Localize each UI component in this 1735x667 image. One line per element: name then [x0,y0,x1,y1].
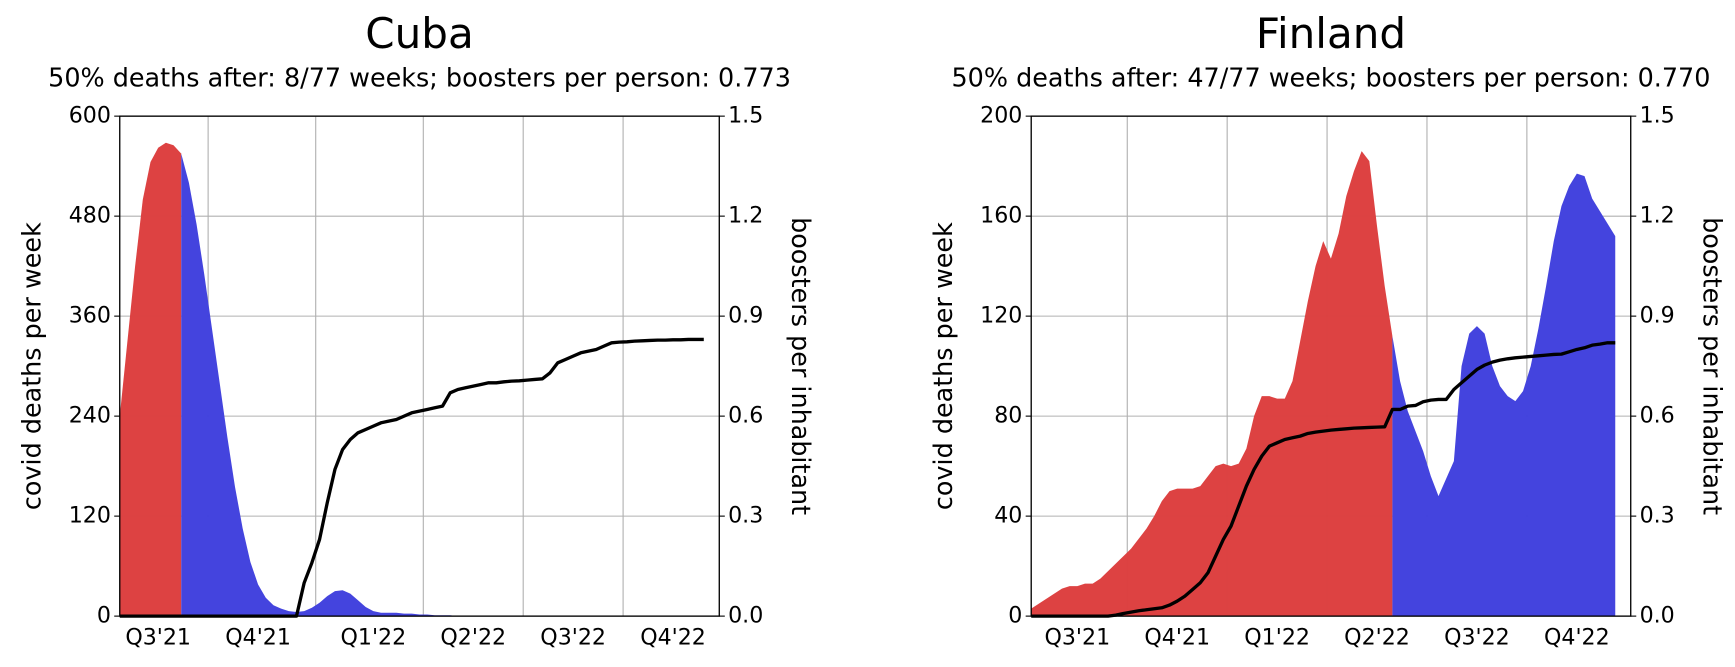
y-tick-label: 0 [1008,603,1022,629]
x-tick-label: Q3'21 [1044,625,1110,651]
y-axis-label: covid deaths per week [928,222,958,510]
y-tick-label: 120 [980,303,1022,329]
x-tick-label: Q3'22 [1444,625,1510,651]
y2-tick-label: 1.2 [1640,203,1675,229]
y2-tick-label: 1.5 [728,103,763,129]
y2-tick-label: 0.3 [1640,503,1675,529]
y2-tick-label: 0.0 [728,603,763,629]
y2-tick-label: 0.3 [728,503,763,529]
y-tick-label: 120 [69,503,111,529]
x-tick-label: Q1'22 [341,625,407,651]
y-tick-label: 240 [69,403,111,429]
y-tick-label: 600 [69,103,111,129]
y2-tick-label: 0.6 [728,403,763,429]
y-tick-label: 0 [97,603,111,629]
plot-frame [1030,115,1632,617]
area [181,153,704,617]
y-tick-label: 200 [980,103,1022,129]
y2-tick-label: 1.2 [728,203,763,229]
x-tick-label: Q4'21 [1144,625,1210,651]
area [1392,173,1616,617]
area [119,142,182,617]
y-axis-label: covid deaths per week [16,222,46,510]
y2-tick-label: 1.5 [1640,103,1675,129]
chart-title: Finland [1256,9,1406,58]
y2-axis-label: boosters per inhabitant [1697,217,1727,515]
x-tick-label: Q2'22 [1344,625,1410,651]
y2-tick-label: 0.6 [1640,403,1675,429]
y2-tick-label: 0.9 [728,303,763,329]
x-tick-label: Q4'22 [1544,625,1610,651]
x-tick-label: Q2'22 [440,625,506,651]
y-tick-label: 160 [980,203,1022,229]
chart-subtitle: 50% deaths after: 8/77 weeks; boosters p… [48,63,791,93]
x-tick-label: Q4'22 [640,625,706,651]
y2-axis-label: boosters per inhabitant [786,217,816,515]
x-tick-label: Q4'21 [225,625,291,651]
area [1031,151,1393,617]
y-tick-label: 40 [994,503,1022,529]
y2-tick-label: 0.9 [1640,303,1675,329]
x-tick-label: Q3'22 [540,625,606,651]
y-tick-label: 480 [69,203,111,229]
x-tick-label: Q3'21 [125,625,191,651]
line [1031,341,1616,618]
plot-frame [119,115,720,617]
chart-title: Cuba [365,9,473,58]
y2-tick-label: 0.0 [1640,603,1675,629]
x-tick-label: Q1'22 [1244,625,1310,651]
chart-subtitle: 50% deaths after: 47/77 weeks; boosters … [952,63,1711,93]
y-tick-label: 360 [69,303,111,329]
y-tick-label: 80 [994,403,1022,429]
